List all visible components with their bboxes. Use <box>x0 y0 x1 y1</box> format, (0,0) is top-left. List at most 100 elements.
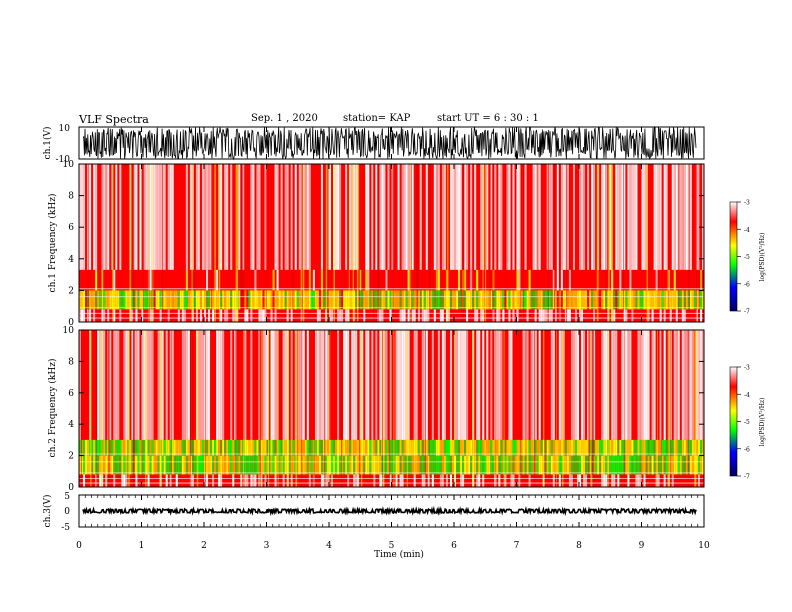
sferic-streak <box>377 164 380 322</box>
spectrogram-cell <box>103 164 106 270</box>
spectrogram-cell <box>417 309 420 322</box>
spectrogram-cell <box>619 290 622 310</box>
spectrogram-cell <box>218 474 221 487</box>
spectrogram-cell <box>615 455 618 475</box>
spectrogram-cell <box>294 290 297 310</box>
spectrogram-cell <box>544 439 547 456</box>
spectrogram-cell <box>149 330 152 440</box>
spectrogram-cell <box>153 455 156 475</box>
colorbar-tick-label: -4 <box>744 392 750 399</box>
sferic-streak <box>266 164 267 322</box>
spectrogram-cell <box>587 455 590 475</box>
spectrogram-cell <box>367 164 370 270</box>
spectrogram-cell <box>230 164 233 270</box>
spectrogram-cell <box>464 330 467 440</box>
spectrogram-cell <box>595 439 598 456</box>
spectrogram-cell <box>105 455 108 475</box>
spectrogram-cell <box>343 330 346 440</box>
spectrogram-cell <box>657 164 660 270</box>
spectrogram-cell <box>232 439 235 456</box>
sferic-streak <box>495 330 496 487</box>
spectrogram-cell <box>524 290 527 310</box>
spectrogram-cell <box>214 439 217 456</box>
spectrogram-cell <box>185 290 188 310</box>
spectrogram-cell <box>351 439 354 456</box>
spectrogram-cell <box>540 455 543 475</box>
spectrogram-cell <box>510 439 513 456</box>
spectrogram-cell <box>222 439 225 456</box>
spectrogram-cell <box>310 455 313 475</box>
sferic-streak <box>384 330 386 487</box>
spectrogram-cell <box>633 439 636 456</box>
spectrogram-cell <box>171 164 174 270</box>
spectrogram-cell <box>139 439 142 456</box>
spectrogram-cell <box>220 455 223 475</box>
spectrogram-cell <box>568 269 571 291</box>
sferic-streak <box>591 330 593 487</box>
spectrogram-cell <box>333 439 336 456</box>
spectrogram-cell <box>609 455 612 475</box>
spectrogram-cell <box>373 474 376 487</box>
spectrogram-cell <box>274 290 277 310</box>
spectrogram-cell <box>411 290 414 310</box>
spectrogram-cell <box>579 164 582 270</box>
sferic-streak <box>296 330 298 487</box>
spectrogram-cell <box>326 439 329 456</box>
spectrogram-cell <box>197 164 200 270</box>
spectrogram-cell <box>401 474 404 487</box>
spectrogram-cell <box>675 290 678 310</box>
spectrogram-cell <box>355 455 358 475</box>
spectrogram-cell <box>141 455 144 475</box>
spectrogram-cell <box>93 439 96 456</box>
spectrogram-cell <box>681 439 684 456</box>
spectrogram-cell <box>238 164 241 270</box>
spectrogram-cell <box>204 290 207 310</box>
spectrogram-cell <box>131 290 134 310</box>
spectrogram-cell <box>119 290 122 310</box>
spectrogram-cell <box>230 290 233 310</box>
spectrogram-cell <box>208 455 211 475</box>
spectrogram-cell <box>522 439 525 456</box>
spectrogram-cell <box>304 439 307 456</box>
spectrogram-cell <box>91 455 94 475</box>
spectrogram-cell <box>506 164 509 270</box>
spectrogram-cell <box>206 290 209 310</box>
spectrogram-cell <box>232 455 235 475</box>
spectrogram-cell <box>331 474 334 487</box>
spectrogram-cell <box>699 455 702 475</box>
spectrogram-cell <box>377 439 380 456</box>
spectrogram-cell <box>310 439 313 456</box>
spectrogram-cell <box>633 455 636 475</box>
spectrogram-cell <box>655 290 658 310</box>
sferic-streak <box>80 330 83 487</box>
spectrogram-cell <box>423 474 426 487</box>
spectrogram-cell <box>216 439 219 456</box>
spectrogram-cell <box>629 290 632 310</box>
spectrogram-cell <box>468 439 471 456</box>
spectrogram-cell <box>185 455 188 475</box>
spectrogram-cell <box>538 439 541 456</box>
spectrogram-cell <box>185 164 188 270</box>
spectrogram-cell <box>673 290 676 310</box>
spectrogram-cell <box>595 455 598 475</box>
spectrogram-cell <box>314 455 317 475</box>
spectrogram-cell <box>631 164 634 270</box>
spectrogram-cell <box>163 164 166 270</box>
spectrogram-cell <box>611 330 614 440</box>
spectrogram-cell <box>445 439 448 456</box>
spectrogram-cell <box>574 309 577 322</box>
spectrogram-cell <box>224 439 227 456</box>
spectrogram-cell <box>673 269 676 291</box>
spectrogram-cell <box>183 455 186 475</box>
spectrogram-cell <box>187 439 190 456</box>
spectrogram-cell <box>502 455 505 475</box>
spectrogram-cell <box>83 290 86 310</box>
spectrogram-cell <box>645 439 648 456</box>
ch1-ylabel: ch.1(V) <box>42 127 53 160</box>
spectrogram-cell <box>512 474 515 487</box>
ch1-ytick-top: 10 <box>59 124 71 134</box>
colorbar-tick-label: -3 <box>744 200 750 207</box>
ch3-ytick-mid: 0 <box>64 507 70 517</box>
spectrogram-cell <box>701 290 704 310</box>
spectrogram-cell <box>220 309 223 322</box>
